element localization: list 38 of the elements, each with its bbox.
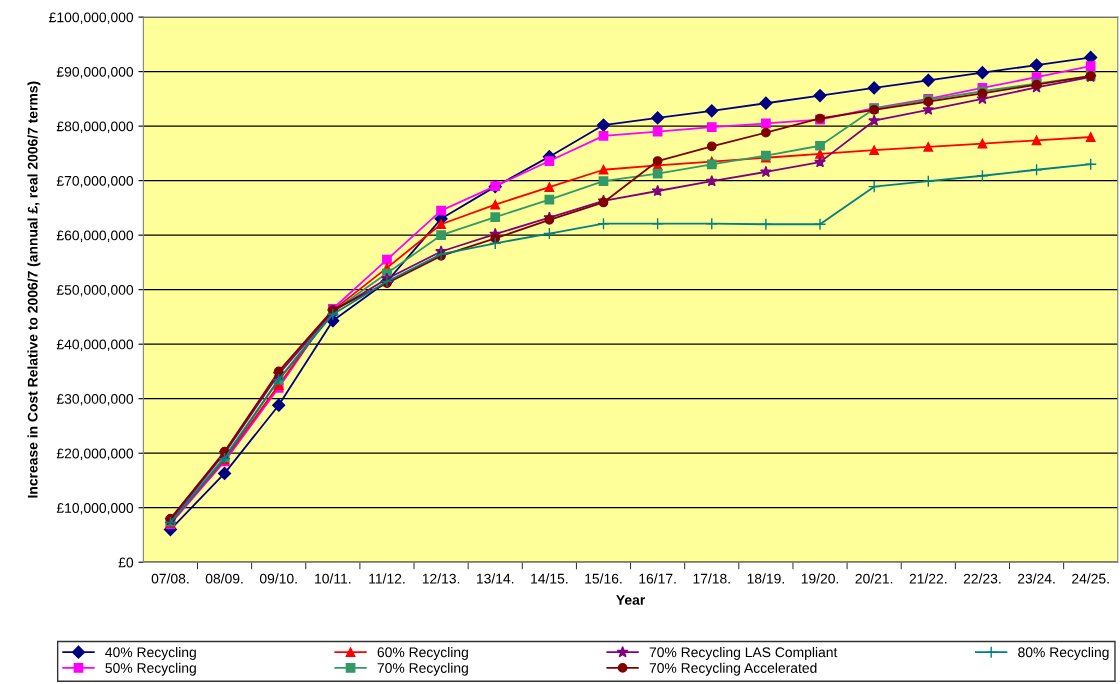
- legend-label: 40% Recycling: [105, 646, 196, 660]
- x-tick-label: 07/08.: [151, 573, 189, 584]
- y-tick-label: £90,000,000: [56, 66, 134, 79]
- legend-label: 70% Recycling: [377, 662, 468, 676]
- x-tick-label: 15/16.: [585, 573, 622, 584]
- x-tick-label: 08/09.: [205, 573, 243, 584]
- legend-label: 70% Recycling Accelerated: [649, 662, 817, 676]
- y-tick-label: £80,000,000: [56, 121, 134, 133]
- y-tick-label: £60,000,000: [56, 230, 134, 242]
- y-axis-title: Increase in Cost Relative to 2006/7 (annual £, real 2006/7 terms): [27, 81, 41, 498]
- y-tick-label: £0: [118, 557, 134, 568]
- x-tick-label: 17/18.: [693, 573, 730, 584]
- x-tick-label: 21/22.: [909, 573, 947, 584]
- legend-label: 60% Recycling: [377, 646, 468, 660]
- x-tick-label: 10/11.: [315, 573, 351, 584]
- y-tick-label: £50,000,000: [56, 285, 134, 297]
- x-tick-label: 14/15.: [531, 573, 568, 584]
- x-tick-label: 23/24.: [1017, 573, 1055, 584]
- x-tick-label: 18/19.: [747, 573, 784, 584]
- x-tick-label: 12/13.: [422, 573, 460, 584]
- x-tick-label: 20/21.: [855, 573, 893, 584]
- y-tick-label: £100,000,000: [49, 12, 134, 24]
- x-tick-label: 09/10.: [259, 573, 297, 584]
- x-axis-title: Year: [616, 595, 646, 605]
- y-tick-label: £20,000,000: [56, 448, 134, 461]
- y-tick-label: £30,000,000: [56, 394, 134, 406]
- x-tick-label: 22/23.: [963, 573, 1001, 584]
- legend-label: 70% Recycling LAS Compliant: [649, 646, 838, 660]
- y-tick-label: £10,000,000: [56, 503, 134, 515]
- x-tick-label: 24/25.: [1072, 573, 1109, 584]
- x-tick-label: 16/17.: [639, 573, 676, 584]
- x-tick-label: 13/14.: [476, 573, 514, 584]
- x-tick-label: 11/12.: [369, 573, 405, 584]
- y-tick-label: £40,000,000: [56, 339, 134, 351]
- legend-label: 50% Recycling: [105, 662, 196, 676]
- y-tick-label: £70,000,000: [56, 175, 134, 188]
- x-tick-label: 19/20.: [801, 573, 839, 584]
- legend-label: 80% Recycling: [1018, 646, 1109, 660]
